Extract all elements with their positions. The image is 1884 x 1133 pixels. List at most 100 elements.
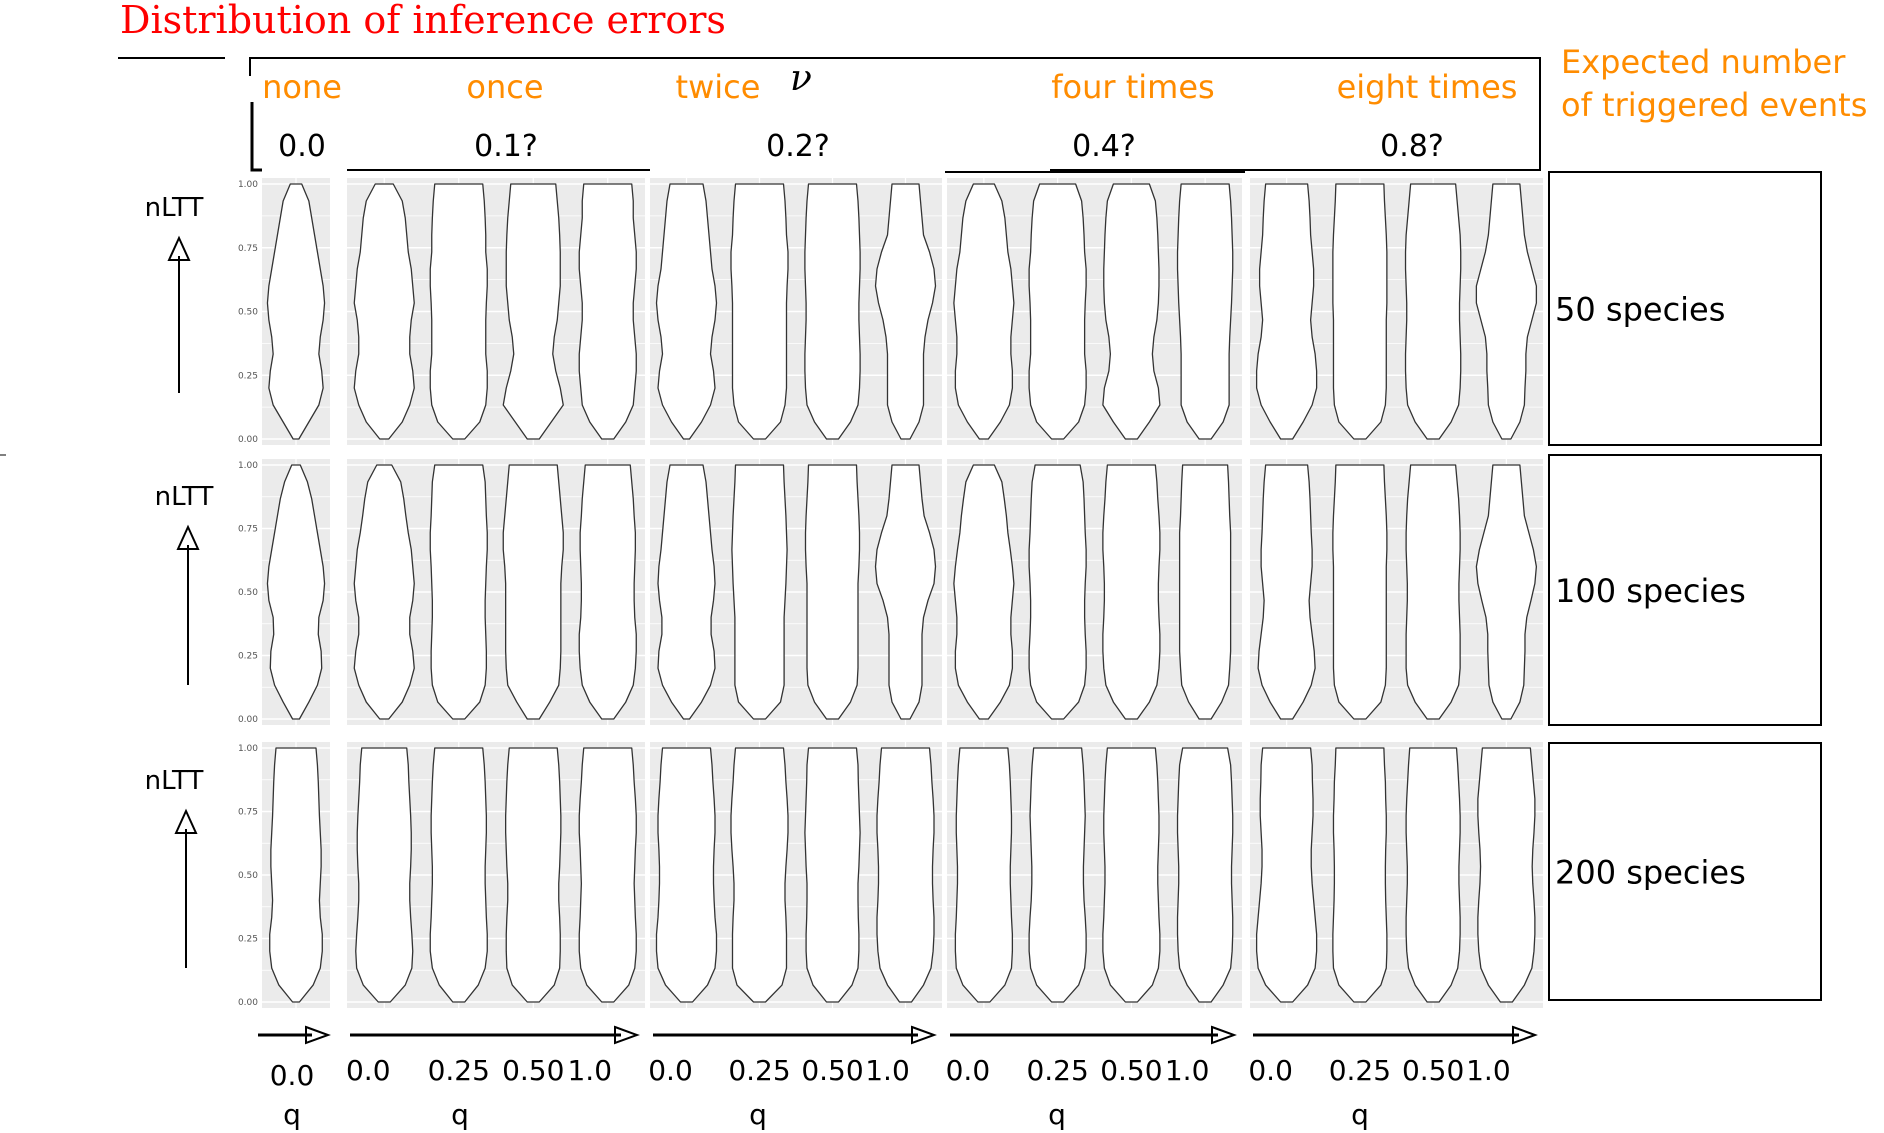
violin (730, 183, 789, 440)
x-tick-label: 0.50 (502, 1054, 564, 1087)
column-label-four-times: four times (1051, 68, 1214, 106)
column-nu-none: 0.0 (278, 129, 326, 164)
row-label-box (1548, 742, 1822, 1001)
violin (731, 464, 788, 720)
violin (1028, 183, 1087, 440)
x-axis-arrow-head (1512, 1025, 1538, 1045)
violin (1475, 464, 1538, 720)
y-tick-label: 0.50 (238, 588, 258, 598)
y-tick-label: 1.00 (238, 461, 258, 471)
y-axis-arrow-head (174, 808, 198, 834)
y-tick-label: 0.50 (238, 308, 258, 318)
x-tick-label: 0.25 (1026, 1054, 1088, 1087)
y-tick-label: 0.75 (238, 525, 258, 535)
y-tick-label: 1.00 (238, 744, 258, 754)
violin (876, 747, 935, 1003)
x-tick-label: 1.0 (1165, 1054, 1210, 1087)
violin (804, 747, 861, 1003)
figure-title: Distribution of inference errors (120, 0, 726, 42)
y-tick-label: 0.00 (238, 998, 258, 1008)
x-tick-label: 1.0 (865, 1054, 910, 1087)
x-tick-label: 0.50 (1100, 1054, 1162, 1087)
column-label-none: none (262, 68, 342, 106)
column-label-eight-times: eight times (1337, 68, 1518, 106)
violin (655, 747, 718, 1003)
column-label-once: once (466, 68, 543, 106)
column-nu-twice: 0.2? (766, 129, 830, 164)
y-axis-arrow-head (176, 524, 200, 550)
x-axis-label: q (1351, 1098, 1369, 1131)
x-tick-label: 0.0 (946, 1054, 991, 1087)
violin (804, 183, 861, 440)
violin (266, 464, 326, 720)
violin (1102, 464, 1161, 720)
violin (429, 183, 488, 440)
violin (505, 747, 562, 1003)
violin (269, 747, 323, 1003)
violin (502, 464, 564, 720)
y-tick-label: 0.00 (238, 435, 258, 445)
violin (1102, 747, 1161, 1003)
y-tick-label: 0.25 (238, 652, 258, 662)
y-tick-label: 0.25 (238, 371, 258, 381)
x-tick-label: 1.0 (1466, 1054, 1511, 1087)
violin (1405, 747, 1461, 1003)
violin (730, 747, 789, 1003)
x-tick-label: 0.25 (1329, 1054, 1391, 1087)
violin (578, 747, 637, 1003)
violin (429, 464, 488, 720)
y-axis-label: nLTT (145, 766, 204, 796)
x-tick-label: 0.0 (1248, 1054, 1293, 1087)
violin (353, 183, 415, 440)
violin (578, 183, 637, 440)
violin (1178, 464, 1232, 720)
y-tick-label: 0.00 (238, 715, 258, 725)
violin (353, 464, 415, 720)
y-axis-label: nLTT (145, 193, 204, 223)
x-tick-label: 0.25 (428, 1054, 490, 1087)
x-axis-label: q (451, 1098, 469, 1131)
row-label-box (1548, 171, 1822, 446)
nu-symbol: ν (790, 58, 812, 99)
y-tick-label: 0.75 (238, 244, 258, 254)
row-label: 100 species (1555, 572, 1746, 610)
violin (1332, 183, 1388, 440)
x-axis-arrow-head (1211, 1025, 1237, 1045)
x-axis-label: q (283, 1098, 301, 1131)
violin (874, 183, 937, 440)
violin (1477, 747, 1536, 1003)
y-tick-label: 0.50 (238, 871, 258, 881)
violin (578, 464, 637, 720)
x-tick-label: 0.25 (728, 1054, 790, 1087)
x-axis-label: q (1048, 1098, 1066, 1131)
violin (953, 183, 1015, 440)
violin (1405, 464, 1461, 720)
violin (1255, 183, 1318, 440)
column-nu-once: 0.1? (474, 129, 538, 164)
violin (1475, 183, 1538, 440)
x-tick-label: 0.50 (801, 1054, 863, 1087)
violin (655, 183, 718, 440)
violin (1176, 747, 1234, 1003)
violin (502, 183, 564, 440)
y-axis-label: nLTT (155, 482, 214, 512)
x-tick-label: 0.0 (648, 1054, 693, 1087)
violin (1176, 183, 1234, 440)
column-nu-eight-times: 0.8? (1380, 129, 1444, 164)
violin (355, 747, 414, 1003)
violin (657, 464, 716, 720)
violin (1404, 183, 1462, 440)
violin (1332, 464, 1388, 720)
violin (1102, 183, 1161, 440)
x-tick-label: 0.50 (1402, 1054, 1464, 1087)
x-axis-arrow-head (614, 1025, 640, 1045)
y-tick-label: 0.75 (238, 808, 258, 818)
violin (1332, 747, 1388, 1003)
violin (429, 747, 488, 1003)
y-axis-arrow-head (167, 235, 191, 261)
violin (874, 464, 937, 720)
violin (1257, 464, 1316, 720)
violin (953, 464, 1015, 720)
row-label: 50 species (1555, 291, 1725, 329)
